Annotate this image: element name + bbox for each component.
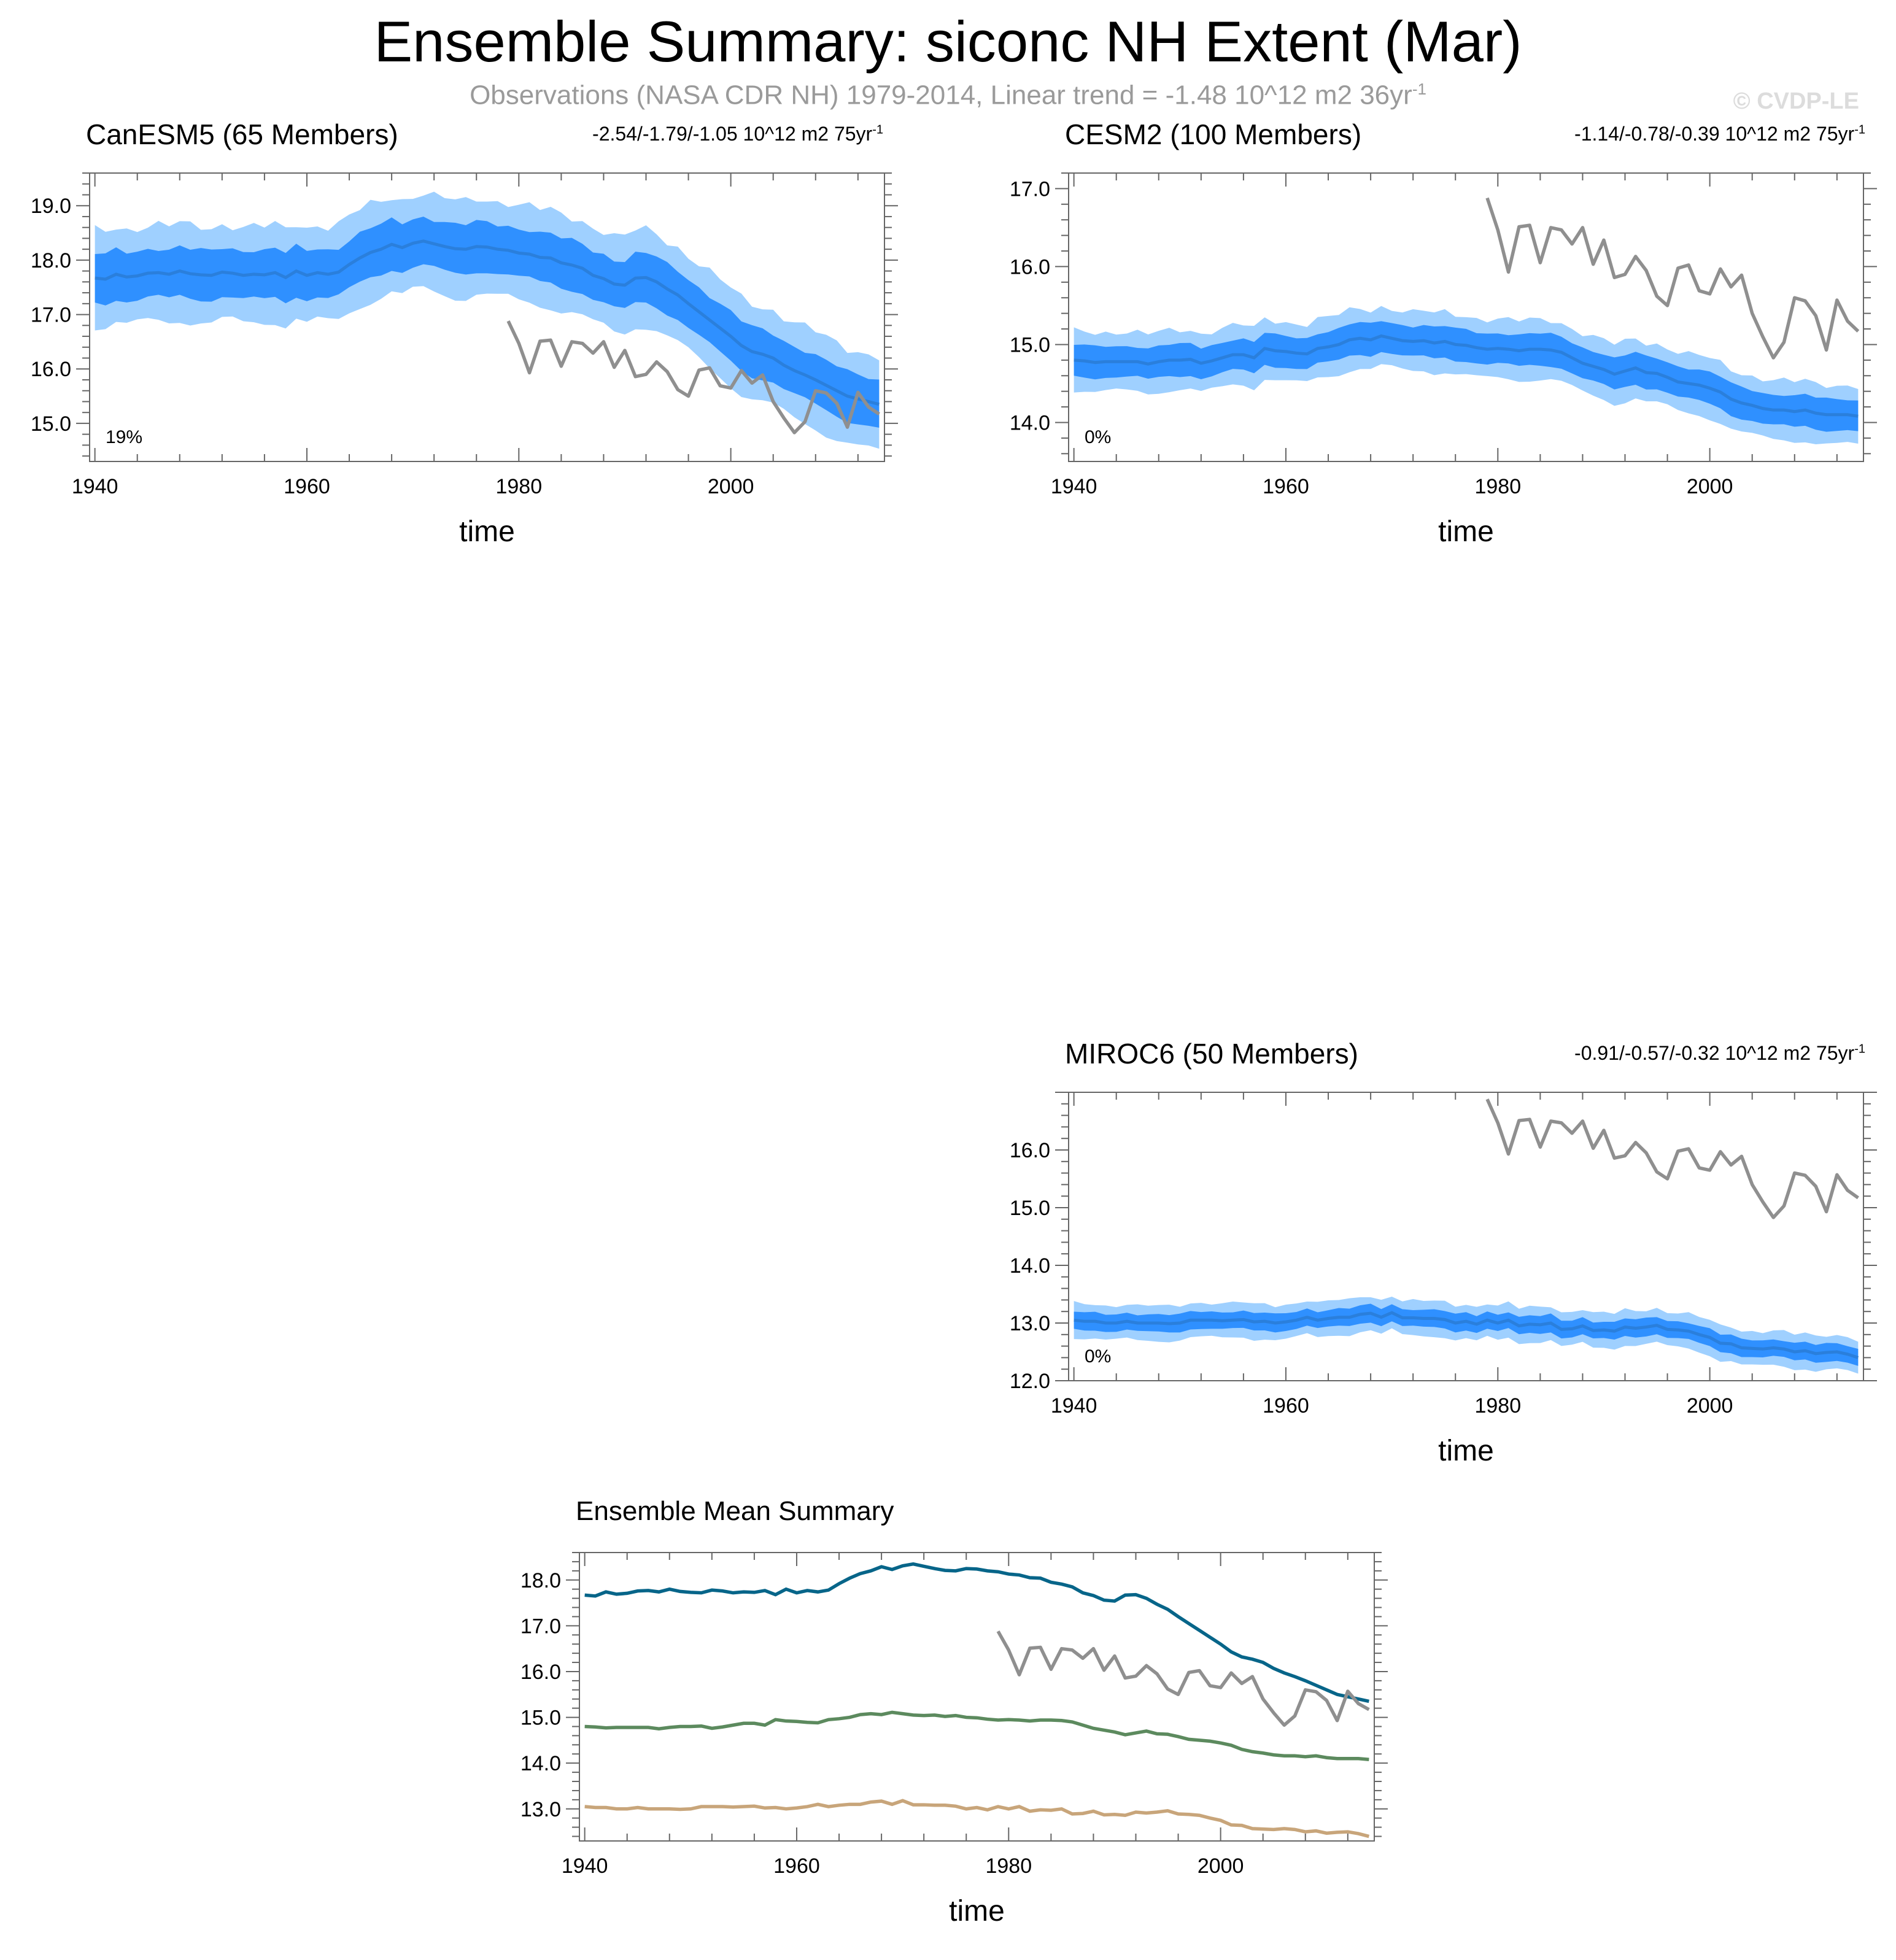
y-tick-label: 16.0 [1010,1139,1050,1162]
x-tick-label: 1960 [284,475,330,498]
chart-miroc6: 1940 1960 1980 2000 time 12.0 13.0 14.0 15.0 16.0… [1010,1092,1877,1467]
y-tick-label: 14.0 [1010,411,1050,434]
chart-summary: 1940 1960 1980 2000 time 13.0 14.0 15.0 16.0 17.0… [520,1552,1388,1927]
y-axis: 13.0 14.0 15.0 16.0 17.0 18.0 [520,1552,1388,1837]
spread-outer-band [1074,1296,1859,1374]
x-axis-title: time [949,1895,1005,1927]
x-axis-title: time [1438,1435,1494,1467]
trend-superscript: -1 [1854,1042,1865,1056]
y-tick-label: 16.0 [520,1661,561,1684]
y-tick-label: 15.0 [1010,1197,1050,1220]
chart-canesm5: 1940 1960 1980 2000 time 15.0 16.0 17.0 18.0 19.0… [31,172,898,548]
x-tick-label: 1980 [1474,1394,1521,1418]
ensemble-mean-line [1074,334,1859,418]
observations-line [996,1630,1370,1727]
ensemble-mean-line [1074,1311,1859,1359]
figure-title: Ensemble Summary: siconc NH Extent (Mar) [374,9,1522,74]
x-axis: 1940 1960 1980 2000 time [562,1553,1348,1927]
y-axis: 14.0 15.0 16.0 17.0 [1010,172,1877,455]
y-tick-label: 18.0 [520,1569,561,1592]
watermark: © CVDP-LE [1733,88,1859,114]
trend-superscript: -1 [1854,123,1865,137]
plot-frame [89,172,885,462]
y-tick-label: 14.0 [1010,1254,1050,1278]
series-line-canesm5 [584,1562,1369,1703]
plot-area [1074,1098,1859,1374]
x-tick-label: 2000 [1198,1854,1244,1878]
trend-superscript: -1 [872,123,883,137]
plot-frame [1068,172,1864,462]
x-tick-label: 1940 [562,1854,608,1878]
x-axis: 1940 1960 1980 2000 time [1051,1092,1838,1467]
figure-subtitle: Observations (NASA CDR NH) 1979-2014, Li… [0,80,1896,111]
x-axis-title: time [459,515,515,548]
trend-text: -0.91/-0.57/-0.32 10^12 m2 75yr [1574,1042,1855,1064]
trend-text: -2.54/-1.79/-1.05 10^12 m2 75yr [592,123,873,145]
y-tick-label: 19.0 [31,195,71,218]
panel-title-miroc6: MIROC6 (50 Members) [1065,1038,1358,1070]
y-tick-label: 15.0 [1010,333,1050,357]
y-tick-label: 15.0 [31,412,71,436]
y-tick-label: 16.0 [31,358,71,381]
chart-cesm2: 1940 1960 1980 2000 time 14.0 15.0 16.0 17.0 0% [1010,172,1877,548]
subtitle-superscript: -1 [1412,80,1426,98]
series-line-miroc6 [584,1799,1370,1838]
panel-title-canesm5: CanESM5 (65 Members) [86,118,398,150]
spread-inner-band [1074,1303,1859,1366]
y-tick-label: 17.0 [1010,177,1050,201]
x-tick-label: 2000 [708,475,754,498]
y-tick-label: 14.0 [520,1752,561,1775]
x-tick-label: 1940 [72,475,118,498]
percent-label: 0% [1085,1346,1111,1367]
x-tick-label: 1980 [495,475,542,498]
x-tick-label: 2000 [1687,475,1733,498]
y-tick-label: 13.0 [1010,1312,1050,1335]
plot-frame [1068,1092,1864,1381]
x-tick-label: 1940 [1051,475,1097,498]
x-axis: 1940 1960 1980 2000 time [72,173,859,548]
x-tick-label: 2000 [1687,1394,1733,1418]
observations-line [1485,197,1860,360]
plot-area [1074,197,1860,444]
x-tick-label: 1960 [1263,475,1309,498]
y-tick-label: 17.0 [520,1615,561,1638]
y-tick-label: 18.0 [31,249,71,272]
x-tick-label: 1980 [1474,475,1521,498]
x-tick-label: 1960 [1263,1394,1309,1418]
spread-inner-band [95,216,880,428]
plot-area [95,191,880,449]
y-axis: 15.0 16.0 17.0 18.0 19.0 [31,172,898,457]
y-tick-label: 12.0 [1010,1370,1050,1393]
panel-trend-canesm5: -2.54/-1.79/-1.05 10^12 m2 75yr-1 [592,123,883,145]
x-axis-title: time [1438,515,1494,548]
panel-trend-cesm2: -1.14/-0.78/-0.39 10^12 m2 75yr-1 [1574,123,1865,145]
ensemble-mean-line [95,239,880,406]
panel-trend-miroc6: -0.91/-0.57/-0.32 10^12 m2 75yr-1 [1574,1042,1865,1065]
trend-text: -1.14/-0.78/-0.39 10^12 m2 75yr [1574,123,1855,145]
x-tick-label: 1940 [1051,1394,1097,1418]
observations-line [1485,1098,1859,1219]
observations-line [506,320,880,434]
y-axis: 12.0 13.0 14.0 15.0 16.0 [1010,1092,1877,1393]
y-tick-label: 16.0 [1010,255,1050,279]
x-tick-label: 1960 [773,1854,820,1878]
plot-frame [579,1552,1375,1842]
x-tick-label: 1980 [985,1854,1032,1878]
series-line-cesm2 [584,1710,1369,1761]
panel-title-cesm2: CESM2 (100 Members) [1065,118,1362,150]
x-axis: 1940 1960 1980 2000 time [1051,173,1838,548]
percent-label: 0% [1085,427,1111,447]
y-tick-label: 15.0 [520,1707,561,1730]
y-tick-label: 17.0 [31,304,71,327]
panel-title-summary: Ensemble Mean Summary [576,1496,894,1526]
subtitle-text: Observations (NASA CDR NH) 1979-2014, Li… [470,80,1412,110]
plot-area [584,1562,1370,1838]
y-tick-label: 13.0 [520,1798,561,1821]
percent-label: 19% [106,427,142,447]
